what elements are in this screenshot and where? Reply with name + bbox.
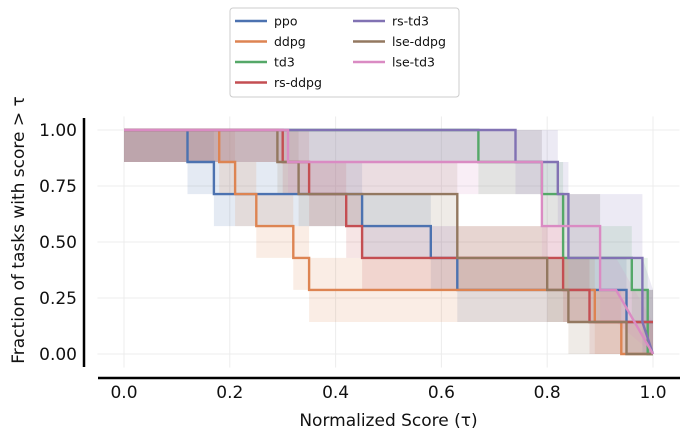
band-ppo xyxy=(124,130,653,354)
band-lse-ddpg xyxy=(124,130,653,354)
x-tick-label: 0.2 xyxy=(216,383,243,403)
line-ppo xyxy=(124,128,653,324)
x-tick-label: 1.0 xyxy=(639,383,666,403)
legend-label-rs-td3: rs-td3 xyxy=(392,14,429,29)
y-tick-label: 0.00 xyxy=(39,345,77,365)
y-tick-label: 1.00 xyxy=(39,121,77,141)
legend-label-lse-ddpg: lse-ddpg xyxy=(392,34,446,49)
x-tick-label: 0.8 xyxy=(534,383,561,403)
y-tick-label: 0.25 xyxy=(39,289,77,309)
line-rs-td3 xyxy=(124,128,655,355)
legend-label-ddpg: ddpg xyxy=(274,34,306,49)
x-axis-label: Normalized Score (τ) xyxy=(299,411,477,431)
y-axis-label: Fraction of tasks with score > τ xyxy=(9,96,29,364)
legend: ppo ddpg td3 rs-ddpg rs-td3 lse-ddpg lse-td3 xyxy=(229,7,460,98)
tick-labels: 0.0 0.2 0.4 0.6 0.8 1.0 0.00 0.25 0.50 0.75 1.00 xyxy=(39,121,666,403)
confidence-bands xyxy=(124,130,653,354)
line-lse-ddpg xyxy=(124,128,653,356)
band-rs-ddpg xyxy=(124,130,653,354)
legend-label-rs-ddpg: rs-ddpg xyxy=(274,75,322,90)
series-lines xyxy=(124,128,655,356)
legend-label-lse-td3: lse-td3 xyxy=(392,55,435,70)
x-tick-label: 0.4 xyxy=(322,383,349,403)
band-lse-td3 xyxy=(124,130,653,354)
x-tick-label: 0.6 xyxy=(428,383,455,403)
legend-box xyxy=(229,7,460,98)
band-rs-td3 xyxy=(124,130,653,354)
legend-label-td3: td3 xyxy=(274,55,295,70)
legend-label-ppo: ppo xyxy=(274,14,298,29)
x-tick-label: 0.0 xyxy=(110,383,137,403)
axes xyxy=(82,118,680,380)
line-lse-td3 xyxy=(124,128,655,355)
band-td3 xyxy=(124,130,653,354)
band-ddpg xyxy=(124,130,653,354)
y-tick-label: 0.50 xyxy=(39,233,77,253)
y-tick-label: 0.75 xyxy=(39,177,77,197)
